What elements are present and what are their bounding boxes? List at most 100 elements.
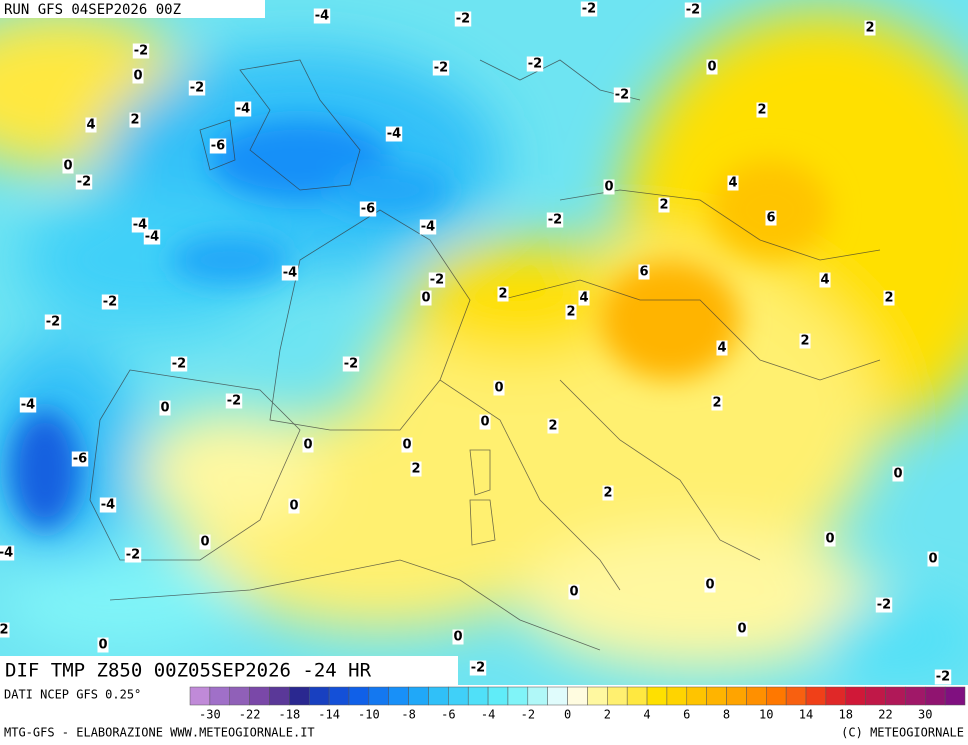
colorbar-tick-label: -14 <box>318 708 340 722</box>
contour-label-text: 2 <box>411 462 420 477</box>
contour-label-text: 0 <box>707 60 716 75</box>
contour-label-text: 2 <box>884 291 893 306</box>
contour-label-text: 0 <box>480 415 489 430</box>
colorbar-cell <box>865 686 886 706</box>
contour-label-box <box>0 545 15 561</box>
contour-label-box <box>613 87 631 103</box>
contour-label: -2 <box>684 2 702 18</box>
contour-label-text: 0 <box>200 535 209 550</box>
contour-label: -6 <box>359 201 377 217</box>
contour-label: 2 <box>711 395 723 411</box>
contour-label: -2 <box>432 60 450 76</box>
contour-label-box <box>526 56 544 72</box>
contour-label-text: 2 <box>603 486 612 501</box>
contour-label-text: 2 <box>659 198 668 213</box>
colorbar-cell <box>925 686 946 706</box>
colorbar-cell <box>766 686 787 706</box>
contour-label: 2 <box>547 418 559 434</box>
footer-left: MTG-GFS - ELABORAZIONE WWW.METEOGIORNALE… <box>4 726 315 740</box>
contour-label-box <box>188 80 206 96</box>
contour-label-box <box>883 290 895 306</box>
contour-label: -2 <box>225 393 243 409</box>
contour-label-box <box>727 175 739 191</box>
contour-label-text: 0 <box>402 438 411 453</box>
contour-label: 2 <box>883 290 895 306</box>
contour-label-text: 0 <box>825 532 834 547</box>
contour-label-box <box>704 577 716 593</box>
contour-label-text: -2 <box>456 12 470 27</box>
contour-label-text: 4 <box>717 341 726 356</box>
colorbar-cell <box>249 686 270 706</box>
contour-label-box <box>401 437 413 453</box>
contour-label: -2 <box>132 43 150 59</box>
colorbar-cell <box>209 686 230 706</box>
contour-label: -2 <box>526 56 544 72</box>
contour-label-text: 0 <box>928 552 937 567</box>
contour-label: 0 <box>452 629 464 645</box>
contour-label-box <box>765 210 777 226</box>
colorbar-tick-label: -8 <box>401 708 415 722</box>
contour-label-text: -2 <box>528 57 542 72</box>
colorbar-cell <box>805 686 827 706</box>
contour-label-box <box>565 304 577 320</box>
contour-label-text: -2 <box>190 81 204 96</box>
colorbar-cell <box>527 686 548 706</box>
colorbar-cell <box>348 686 370 706</box>
contour-label: -2 <box>44 314 62 330</box>
contour-label: -4 <box>0 545 15 561</box>
contour-label-text: 0 <box>160 401 169 416</box>
colorbar-tick-label: -2 <box>521 708 535 722</box>
contour-label-box <box>359 201 377 217</box>
contour-label-text: -4 <box>21 398 35 413</box>
contour-label: 0 <box>824 531 836 547</box>
contour-label-text: 0 <box>421 291 430 306</box>
contour-label-box <box>313 8 331 24</box>
colorbar-cell <box>785 686 807 706</box>
contour-label-text: 6 <box>766 211 775 226</box>
contour-label-box <box>419 219 437 235</box>
map-field <box>0 0 968 685</box>
contour-label-text: -2 <box>227 394 241 409</box>
contour-label: 4 <box>85 117 97 133</box>
contour-label: 0 <box>704 577 716 593</box>
contour-label: 0 <box>736 621 748 637</box>
contour-label: 2 <box>129 112 141 128</box>
contour-label-text: 2 <box>865 21 874 36</box>
contour-label: -2 <box>342 356 360 372</box>
contour-label-box <box>199 534 211 550</box>
contour-label-box <box>281 265 299 281</box>
run-box <box>0 0 265 18</box>
map-title-box <box>0 656 458 685</box>
contour-label-box <box>452 629 464 645</box>
contour-label-text: 2 <box>566 305 575 320</box>
contour-label-box <box>124 547 142 563</box>
contour-label-text: -4 <box>133 218 147 233</box>
contour-label-text: -2 <box>434 61 448 76</box>
colorbar-cell <box>388 686 409 706</box>
contour-label-box <box>479 414 491 430</box>
contour-label-box <box>799 333 811 349</box>
contour-label-text: -2 <box>134 44 148 59</box>
colorbar-cell <box>189 686 211 706</box>
contour-label-text: 0 <box>98 638 107 653</box>
contour-label: 2 <box>756 102 768 118</box>
contour-label: -2 <box>875 597 893 613</box>
contour-label-box <box>97 637 109 653</box>
contour-label: -4 <box>385 126 403 142</box>
contour-label: -2 <box>546 212 564 228</box>
colorbar-cell <box>428 686 449 706</box>
contour-label-text: 0 <box>289 499 298 514</box>
contour-label-box <box>934 669 952 685</box>
contour-label-text: -4 <box>315 9 329 24</box>
contour-label-box <box>129 112 141 128</box>
contour-label: 0 <box>706 59 718 75</box>
contour-label-text: 4 <box>728 176 737 191</box>
colorbar-cell <box>686 686 707 706</box>
contour-label: 0 <box>892 466 904 482</box>
contour-label-box <box>143 229 161 245</box>
contour-label-box <box>684 2 702 18</box>
colorbar-tick-label: 10 <box>759 708 773 722</box>
contour-label: 0 <box>603 179 615 195</box>
contour-label: 2 <box>799 333 811 349</box>
